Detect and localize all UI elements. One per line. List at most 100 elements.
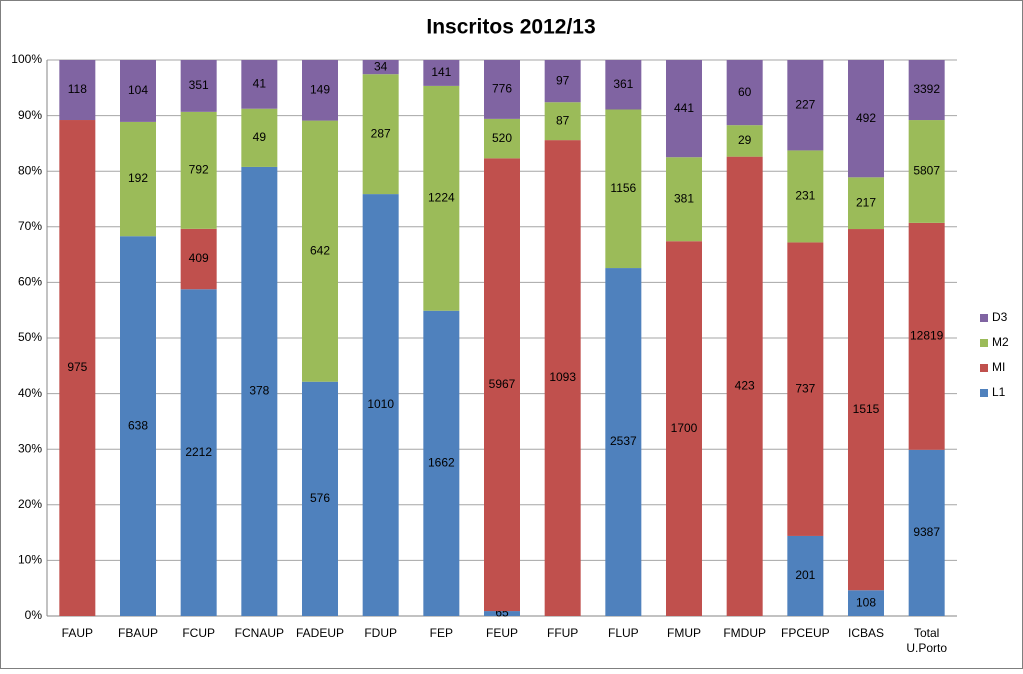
y-tick-label: 10% [18,553,42,567]
bar-segment [484,118,520,159]
data-label: 201 [795,568,815,582]
data-label: 1156 [610,181,636,195]
data-label: 642 [310,243,330,257]
legend-swatch [980,364,988,372]
x-tick-label: FEP [430,626,453,640]
data-label: 104 [128,83,148,97]
bar-segment [423,310,460,616]
bar-segment [726,156,763,616]
bar-segment [362,194,399,616]
data-label: 34 [374,59,388,73]
y-tick-label: 90% [18,108,42,122]
y-tick-label: 100% [11,52,42,66]
data-label: 192 [128,171,148,185]
bar-segment [908,222,945,450]
x-tick-label: FCNAUP [235,626,284,640]
bar-segment [908,60,945,121]
data-label: 217 [856,195,876,209]
bar-segment [59,60,96,121]
bar-segment [908,449,945,616]
data-label: 520 [492,131,512,145]
bar-segment [423,60,460,86]
bar-segment [848,60,884,178]
bar-segment [120,60,156,122]
legend-label: D3 [992,310,1008,324]
bar-segment [241,108,278,167]
data-label: 975 [67,360,87,374]
y-tick-label: 40% [18,386,42,400]
bar-segment [726,60,763,126]
data-label: 1515 [853,402,880,416]
data-label: 1093 [549,370,576,384]
data-label: 108 [856,595,876,609]
data-label: 492 [856,111,876,125]
data-label: 351 [189,78,209,92]
bar-segment [241,60,278,109]
bar-segment [180,60,217,112]
data-label: 5807 [913,164,940,178]
data-label: 378 [249,384,269,398]
data-label: 1010 [367,397,394,411]
data-label: 737 [795,381,815,395]
x-tick-label: FFUP [547,626,578,640]
x-tick-label: FBAUP [118,626,158,640]
bar-segment [120,121,156,237]
data-label: 60 [738,85,752,99]
data-label: 49 [253,130,267,144]
x-tick-label: FLUP [608,626,639,640]
data-label: 97 [556,73,570,87]
y-tick-label: 50% [18,330,42,344]
bar-segment [605,268,642,616]
legend-swatch [980,314,988,322]
data-label: 2537 [610,434,637,448]
data-label: 576 [310,491,330,505]
bar-segment [302,381,338,616]
chart-title: Inscritos 2012/13 [426,16,595,39]
legend-label: M2 [992,335,1009,349]
data-label: 287 [371,126,391,140]
data-label: 1662 [428,456,455,470]
bar-segment [302,120,338,382]
bar-segment [484,611,520,616]
x-tick-label: Total U.Porto [906,626,947,655]
x-tick-label: FCUP [182,626,215,640]
x-tick-label: FPCEUP [781,626,830,640]
bar-segment [302,60,338,121]
data-label: 29 [738,133,752,147]
data-label: 441 [674,101,694,115]
bar-segment [848,229,884,591]
data-label: 9387 [913,525,940,539]
bar-segment [726,125,763,157]
data-label: 381 [674,191,694,205]
bar-segment [666,60,702,158]
legend-label: L1 [992,385,1006,399]
data-label: 1700 [671,421,698,435]
bar-segment [787,150,824,243]
data-label: 3392 [913,82,940,96]
data-label: 141 [431,65,451,79]
data-label: 5967 [489,377,516,391]
legend-swatch [980,389,988,397]
x-tick-label: FMUP [667,626,701,640]
data-label: 409 [189,251,209,265]
data-label: 87 [556,113,570,127]
bar-segment [120,236,156,616]
y-tick-label: 20% [18,497,42,511]
bar-segment [544,140,581,616]
bar-segment [180,228,217,290]
x-tick-label: FADEUP [296,626,344,640]
y-tick-label: 30% [18,441,42,455]
bar-segment [544,60,581,103]
data-label: 231 [795,189,815,203]
y-tick-label: 60% [18,275,42,289]
bar-segment [787,535,824,616]
bar-segment [362,74,399,195]
bar-segment [59,120,96,616]
bar-segment [484,158,520,612]
bar-segment [848,177,884,230]
bar-segment [605,109,642,269]
bar-segment [484,60,520,119]
bar-segment [241,166,278,616]
data-label: 12819 [910,329,944,343]
